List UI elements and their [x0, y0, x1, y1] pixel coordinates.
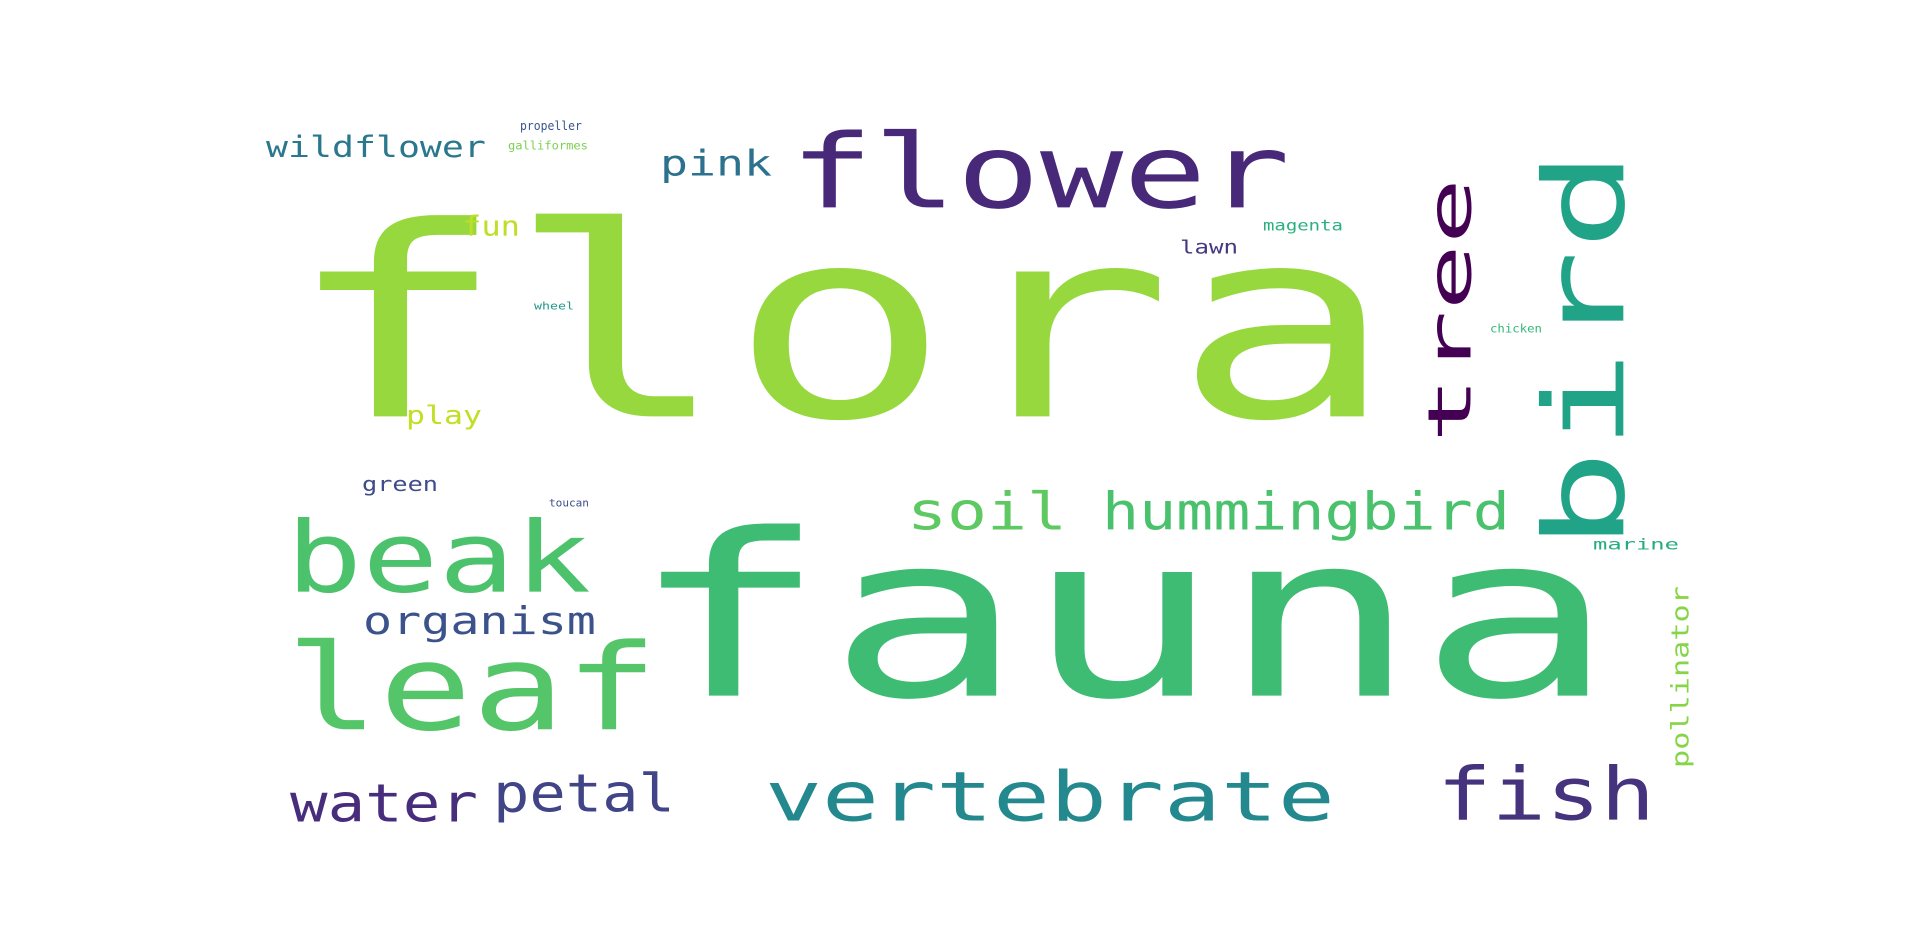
word-magenta: magenta — [1263, 217, 1343, 235]
word-wildflower: wildflower — [266, 130, 486, 164]
word-tree: tree — [1415, 178, 1485, 443]
word-lawn: lawn — [1180, 237, 1238, 259]
word-flora: flora — [285, 170, 1395, 479]
word-vertebrate: vertebrate — [765, 758, 1335, 837]
word-leaf: leaf — [286, 618, 658, 757]
word-toucan: toucan — [549, 497, 589, 509]
word-fun: fun — [462, 211, 520, 243]
word-play: play — [406, 400, 482, 430]
word-beak: beak — [286, 500, 591, 614]
word-bird: bird — [1521, 150, 1650, 550]
word-pink: pink — [660, 142, 772, 184]
word-chicken: chicken — [1490, 322, 1542, 335]
word-pollinator: pollinator — [1667, 586, 1694, 768]
word-soil: soil — [907, 482, 1067, 542]
word-fauna: fauna — [630, 486, 1615, 749]
word-propeller: propeller — [520, 119, 582, 133]
word-green: green — [362, 473, 438, 496]
word-marine: marine — [1593, 535, 1679, 553]
word-fish: fish — [1437, 753, 1655, 837]
word-water: water — [290, 772, 478, 834]
word-galliformes: galliformes — [508, 139, 588, 152]
word-organism: organism — [363, 599, 596, 644]
word-petal: petal — [493, 763, 675, 825]
word-wheel: wheel — [534, 300, 574, 312]
word-flower: flower — [790, 112, 1290, 232]
word-hummingbird: hummingbird — [1102, 483, 1510, 543]
